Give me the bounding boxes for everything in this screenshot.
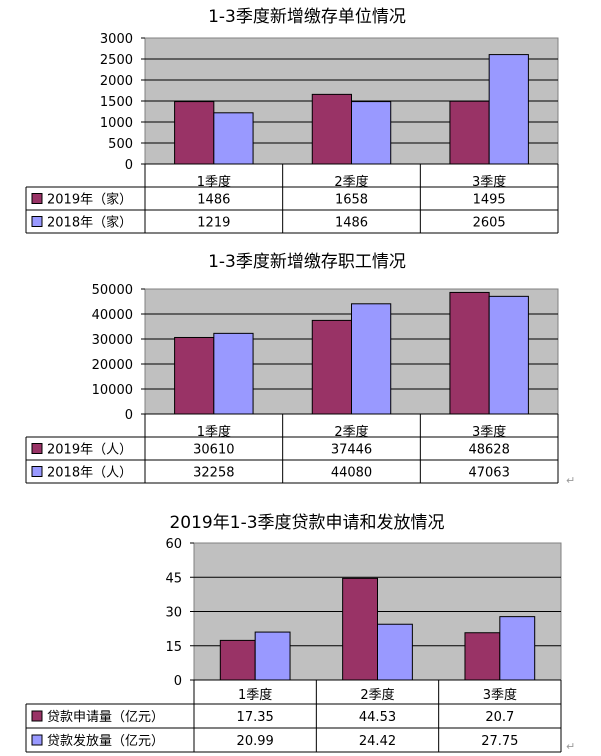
bar-series-1 (311, 319, 353, 415)
category-label: 2季度 (334, 424, 368, 440)
return-mark-2: ↵ (566, 740, 576, 753)
bar-series-1 (342, 577, 379, 681)
data-value: 48628 (468, 443, 509, 458)
data-value: 1219 (197, 216, 230, 231)
chart-title: 1-3季度新增缴存单位情况 (208, 7, 406, 27)
category-label: 3季度 (472, 424, 506, 440)
y-tick-label: 0 (125, 408, 133, 423)
category-label: 1季度 (238, 687, 272, 703)
bar-series-1 (219, 639, 256, 681)
y-tick-label: 0 (125, 158, 133, 173)
legend-label: 2018年（家） (47, 215, 132, 231)
new-employer-units-chart: 1-3季度新增缴存单位情况 0 500 1000 1500 2000 2500 3000 1季度… (25, 7, 559, 234)
data-value: 44080 (331, 466, 372, 481)
data-value: 30610 (193, 443, 234, 458)
y-tick-label: 1000 (100, 116, 133, 131)
bar-series-1 (174, 101, 215, 165)
bar-series-2 (351, 101, 392, 165)
y-tick-label: 15 (165, 640, 182, 655)
data-value: 20.7 (485, 710, 514, 725)
y-tick-label: 10000 (92, 383, 133, 398)
data-value: 27.75 (481, 734, 518, 749)
data-value: 20.99 (237, 734, 274, 749)
chart-title: 2019年1-3季度贷款申请和发放情况 (169, 513, 444, 533)
y-tick-label: 3000 (100, 32, 133, 47)
y-tick-label: 30000 (92, 333, 133, 348)
category-label: 1季度 (197, 174, 231, 190)
data-value: 1486 (335, 216, 368, 231)
data-value: 32258 (193, 466, 234, 481)
data-value: 37446 (331, 443, 372, 458)
legend-label: 2019年（人） (47, 443, 132, 458)
y-tick-label: 60 (165, 537, 182, 552)
data-value: 1658 (335, 193, 368, 208)
legend-label: 贷款申请量（亿元） (47, 710, 164, 725)
legend-label: 2019年（家） (47, 192, 132, 208)
y-tick-label: 0 (174, 674, 182, 689)
data-value: 17.35 (237, 710, 274, 725)
legend-label: 贷款发放量（亿元） (47, 733, 164, 749)
data-value: 2605 (473, 216, 506, 231)
category-label: 2季度 (334, 174, 368, 190)
y-tick-label: 2500 (100, 53, 133, 68)
new-employees-chart: 1-3季度新增缴存职工情况 0 10000 20000 30000 40000 50000 1… (25, 252, 559, 484)
legend-label: 2018年（人） (47, 466, 132, 481)
y-tick-label: 500 (108, 137, 133, 152)
bar-series-2 (351, 303, 392, 415)
data-value: 44.53 (359, 710, 396, 725)
bar-series-1 (464, 632, 501, 681)
chart-title: 1-3季度新增缴存职工情况 (208, 252, 406, 272)
y-tick-label: 40000 (92, 308, 133, 323)
category-label: 1季度 (197, 424, 231, 440)
legend-key (31, 710, 43, 722)
return-mark-1: ↵ (566, 474, 576, 487)
y-tick-label: 45 (165, 571, 182, 586)
bar-series-2 (213, 332, 254, 415)
data-value: 1486 (197, 193, 230, 208)
y-tick-label: 1500 (100, 95, 133, 110)
loan-application-issuance-chart: 2019年1-3季度贷款申请和发放情况 0 15 30 45 60 1季度 2季度 3季度贷款申… (25, 513, 562, 753)
legend-key (31, 443, 43, 454)
bar-series-1 (311, 93, 353, 165)
legend-key (31, 193, 43, 204)
data-value: 1495 (473, 193, 506, 208)
data-value: 24.42 (359, 734, 396, 749)
category-label: 3季度 (483, 687, 517, 703)
bar-series-2 (488, 54, 529, 165)
bar-series-2 (254, 631, 291, 681)
legend-key (31, 466, 43, 477)
bar-series-2 (499, 616, 536, 681)
bar-series-2 (377, 623, 413, 681)
y-tick-label: 30 (165, 606, 182, 621)
y-tick-label: 2000 (100, 74, 133, 89)
bar-series-1 (174, 336, 215, 415)
data-value: 47063 (468, 466, 509, 481)
legend-key (31, 216, 43, 227)
bar-series-1 (449, 291, 490, 415)
bar-series-2 (488, 295, 529, 415)
legend-key (31, 734, 43, 746)
bar-series-1 (449, 100, 490, 165)
bar-series-2 (213, 112, 254, 165)
category-label: 2季度 (360, 687, 394, 703)
category-label: 3季度 (472, 174, 506, 190)
y-tick-label: 50000 (92, 283, 133, 298)
y-tick-label: 20000 (92, 358, 133, 373)
